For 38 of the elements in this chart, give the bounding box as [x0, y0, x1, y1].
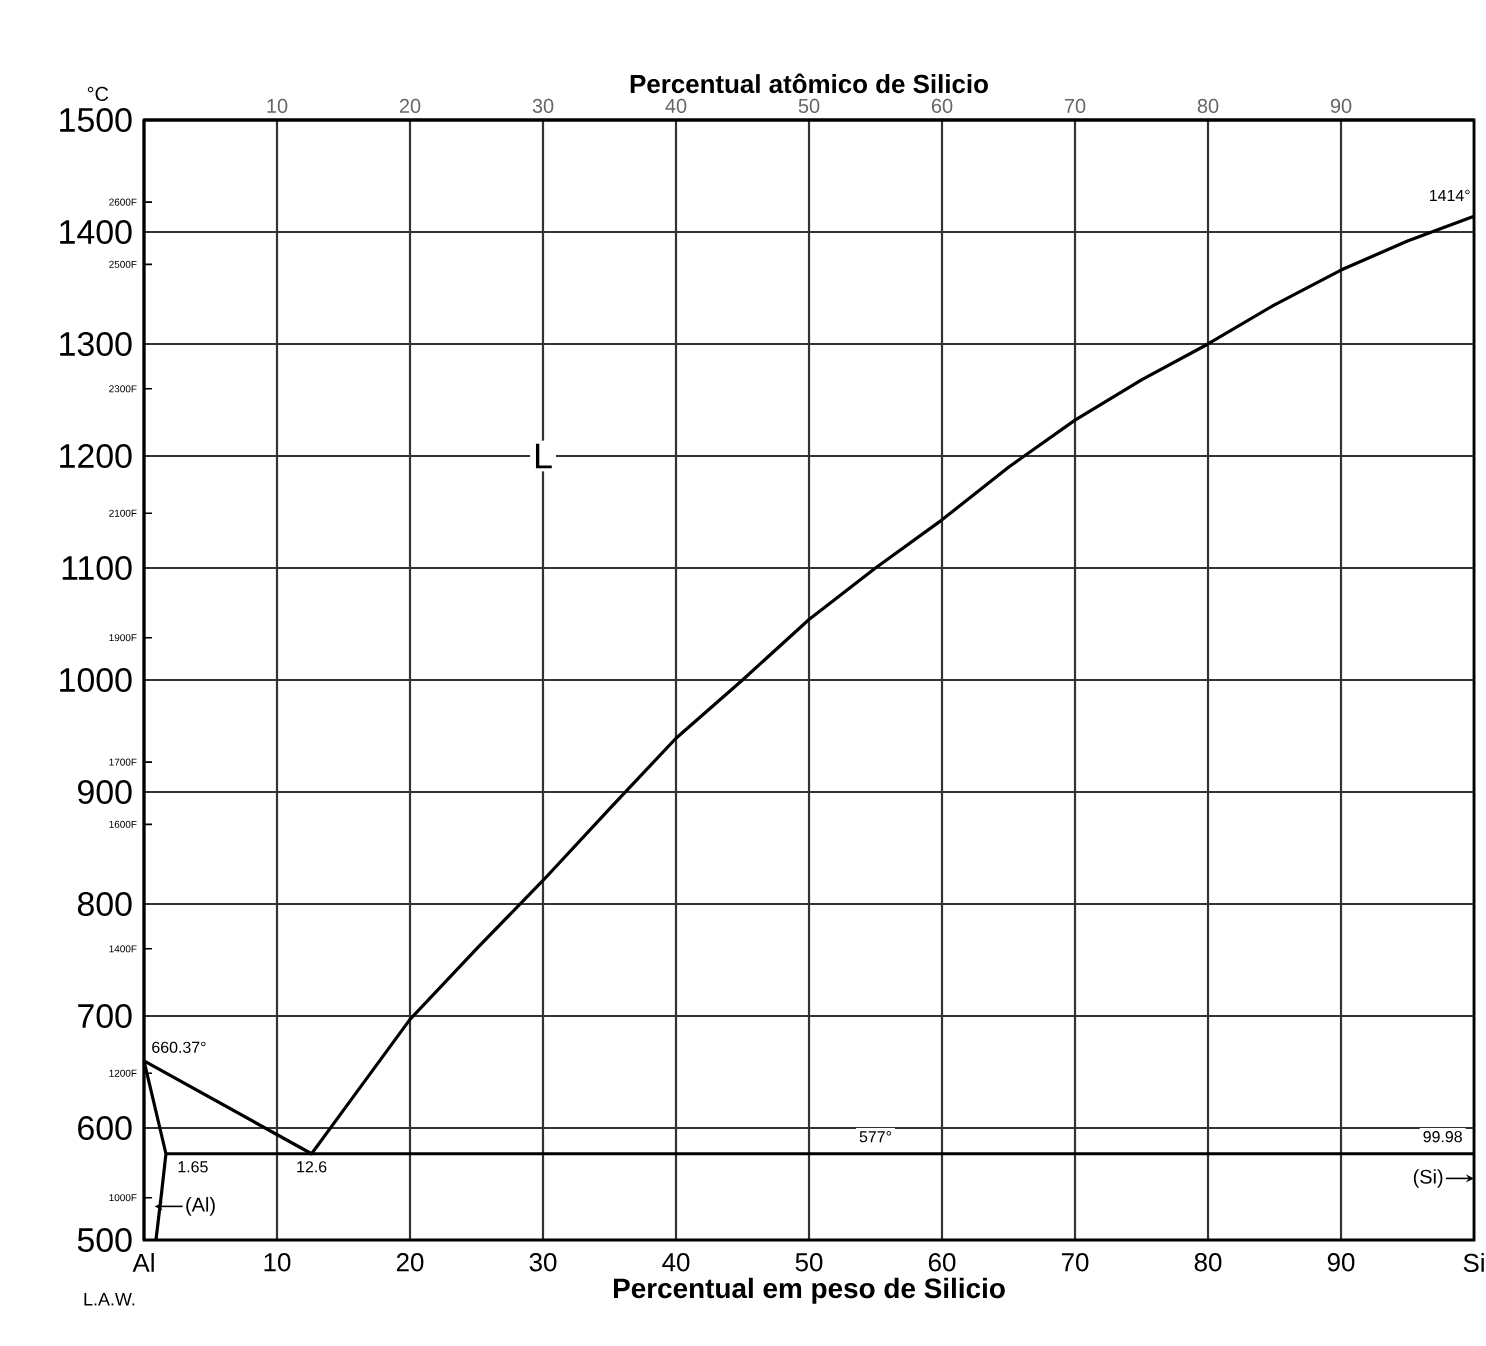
x2-tick-label: 40 [665, 98, 687, 113]
x2-tick-label: 10 [267, 98, 288, 113]
y-tick-label: 1000 [60, 668, 132, 692]
x2-tick-label: 30 [532, 98, 554, 113]
y-axis-title: °C [87, 86, 109, 101]
x-tick-label: 30 [529, 1253, 557, 1272]
y-tick-label: 900 [78, 780, 132, 804]
annotation: (Al) [186, 1197, 215, 1216]
x-tick-label: 80 [1194, 1253, 1222, 1272]
x2-tick-label: 80 [1197, 98, 1219, 113]
x-tick-label: 90 [1327, 1253, 1355, 1272]
x-tick-label: 60 [928, 1253, 956, 1272]
x-tick-label: 50 [795, 1253, 823, 1272]
x-axis-title: Percentual em peso de Silicio [613, 1277, 1005, 1304]
y-tick-label: 1400 [60, 219, 132, 244]
y-tick-label: 800 [77, 892, 132, 916]
y-tick-label: 600 [78, 1116, 132, 1140]
y-tick-label: 1300 [60, 332, 132, 356]
annotation: (Si) [1413, 1169, 1443, 1188]
x2-axis-title: Percentual atômico de Silicio [630, 73, 988, 94]
x2-tick-label: 20 [399, 98, 421, 113]
y-tick-label: 1500 [60, 107, 132, 132]
y-tick-label: 1100 [62, 556, 132, 580]
x2-tick-label: 70 [1064, 98, 1086, 113]
x2-tick-label: 90 [1330, 98, 1352, 113]
x-tick-label: 20 [396, 1253, 424, 1272]
x-tick-label: 70 [1061, 1253, 1089, 1272]
y-tick-label: 700 [78, 1004, 132, 1028]
x2-tick-label: 60 [931, 98, 953, 113]
y-tick-label: 1200 [60, 444, 132, 468]
x-tick-label: Si [1463, 1253, 1484, 1273]
x-tick-label: 40 [662, 1253, 690, 1272]
x-tick-label: 10 [264, 1253, 291, 1272]
y-tick-label: 500 [77, 1228, 132, 1252]
annotation: L [535, 443, 552, 469]
x-tick-label: Al [132, 1253, 154, 1272]
x2-tick-label: 50 [798, 98, 820, 113]
text: L.A.W. [84, 1293, 135, 1306]
